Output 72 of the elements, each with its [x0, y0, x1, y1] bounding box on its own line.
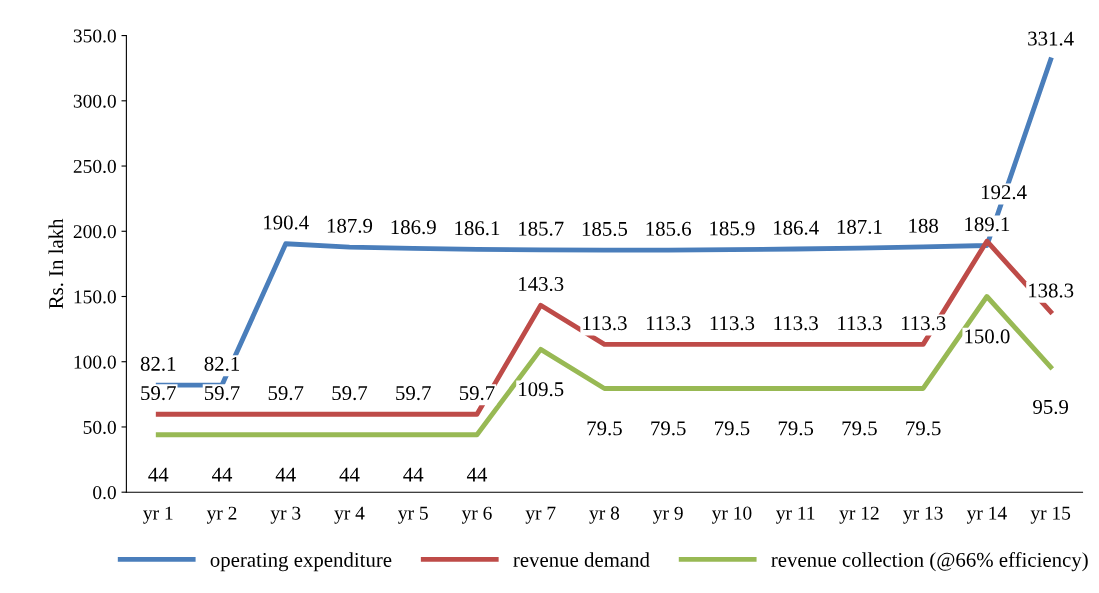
x-tick-label: yr 15 — [1030, 506, 1071, 524]
legend-label: revenue collection (@66% efficiency) — [771, 552, 1088, 572]
x-tick-label: yr 8 — [589, 506, 620, 524]
data-label: 190.4 — [264, 215, 309, 230]
y-tick-label: 100.0 — [74, 355, 116, 369]
y-tick-label: 0.0 — [93, 486, 116, 500]
x-tick-label: yr 1 — [143, 506, 173, 524]
data-label: 79.5 — [715, 421, 750, 436]
data-label: 189.1 — [965, 217, 1010, 232]
data-label: 186.4 — [774, 220, 819, 235]
data-label: 82.1 — [140, 356, 176, 371]
data-label: 185.5 — [582, 221, 628, 237]
x-tick-label: yr 3 — [270, 506, 301, 524]
data-label: 192.4 — [981, 185, 1027, 200]
data-label: 44 — [148, 467, 169, 482]
y-tick-label: 300.0 — [73, 94, 116, 108]
data-label: 79.5 — [842, 421, 877, 436]
data-label: 113.3 — [901, 316, 946, 331]
y-tick-label: 50.0 — [83, 420, 116, 434]
data-label: 44 — [466, 467, 488, 482]
data-label: 79.5 — [587, 421, 622, 436]
data-label: 44 — [339, 467, 360, 482]
y-tick-label: 200.0 — [73, 225, 116, 239]
data-label: 187.1 — [837, 219, 882, 234]
data-label: 59.7 — [459, 386, 495, 401]
data-label: 150.0 — [965, 329, 1010, 344]
x-tick-label: yr 14 — [966, 506, 1007, 524]
data-label: 59.7 — [141, 386, 176, 401]
y-axis-title: Rs. In lakh — [48, 218, 64, 309]
data-label: 143.3 — [519, 277, 564, 292]
data-label: 188 — [909, 218, 938, 233]
data-label: 185.7 — [519, 221, 564, 236]
data-label: 44 — [211, 467, 233, 482]
data-label: 331.4 — [1028, 31, 1074, 46]
x-tick-label: yr 6 — [461, 506, 492, 524]
legend-label: revenue demand — [513, 552, 650, 567]
data-label: 59.7 — [204, 386, 240, 401]
data-label: 138.3 — [1029, 283, 1074, 298]
data-label: 113.3 — [838, 316, 882, 331]
data-label: 113.3 — [646, 316, 691, 331]
x-tick-label: yr 13 — [903, 506, 943, 524]
data-label: 113.3 — [583, 316, 627, 331]
data-label: 79.5 — [906, 421, 941, 436]
x-tick-label: yr 10 — [711, 506, 752, 524]
data-label: 186.9 — [391, 220, 436, 235]
y-tick-label: 250.0 — [73, 159, 116, 174]
x-tick-label: yr 11 — [776, 506, 815, 524]
x-tick-label: yr 12 — [839, 506, 879, 524]
legend-label: operating expenditure — [210, 552, 392, 572]
data-label: 44 — [275, 467, 296, 482]
data-label: 113.3 — [710, 316, 755, 331]
data-label: 44 — [403, 467, 424, 482]
data-label: 59.7 — [268, 386, 304, 401]
data-label: 185.9 — [710, 221, 755, 236]
data-label: 59.7 — [396, 386, 431, 401]
data-label: 187.9 — [327, 218, 373, 233]
x-tick-label: yr 5 — [398, 506, 428, 524]
x-tick-label: yr 9 — [653, 506, 683, 524]
data-label: 79.5 — [778, 421, 814, 436]
y-tick-label: 150.0 — [74, 290, 116, 304]
data-label: 185.6 — [646, 221, 692, 236]
x-tick-label: yr 7 — [525, 506, 556, 524]
data-label: 113.3 — [774, 316, 818, 331]
data-label: 59.7 — [332, 386, 368, 401]
y-tick-label: 350.0 — [73, 29, 116, 43]
data-label: 109.5 — [519, 382, 564, 397]
data-label: 82.1 — [204, 356, 239, 371]
data-label: 79.5 — [651, 421, 686, 436]
x-tick-label: yr 4 — [334, 506, 365, 524]
data-label: 95.9 — [1033, 399, 1069, 415]
data-label: 186.1 — [455, 221, 500, 236]
x-tick-label: yr 2 — [206, 506, 237, 524]
